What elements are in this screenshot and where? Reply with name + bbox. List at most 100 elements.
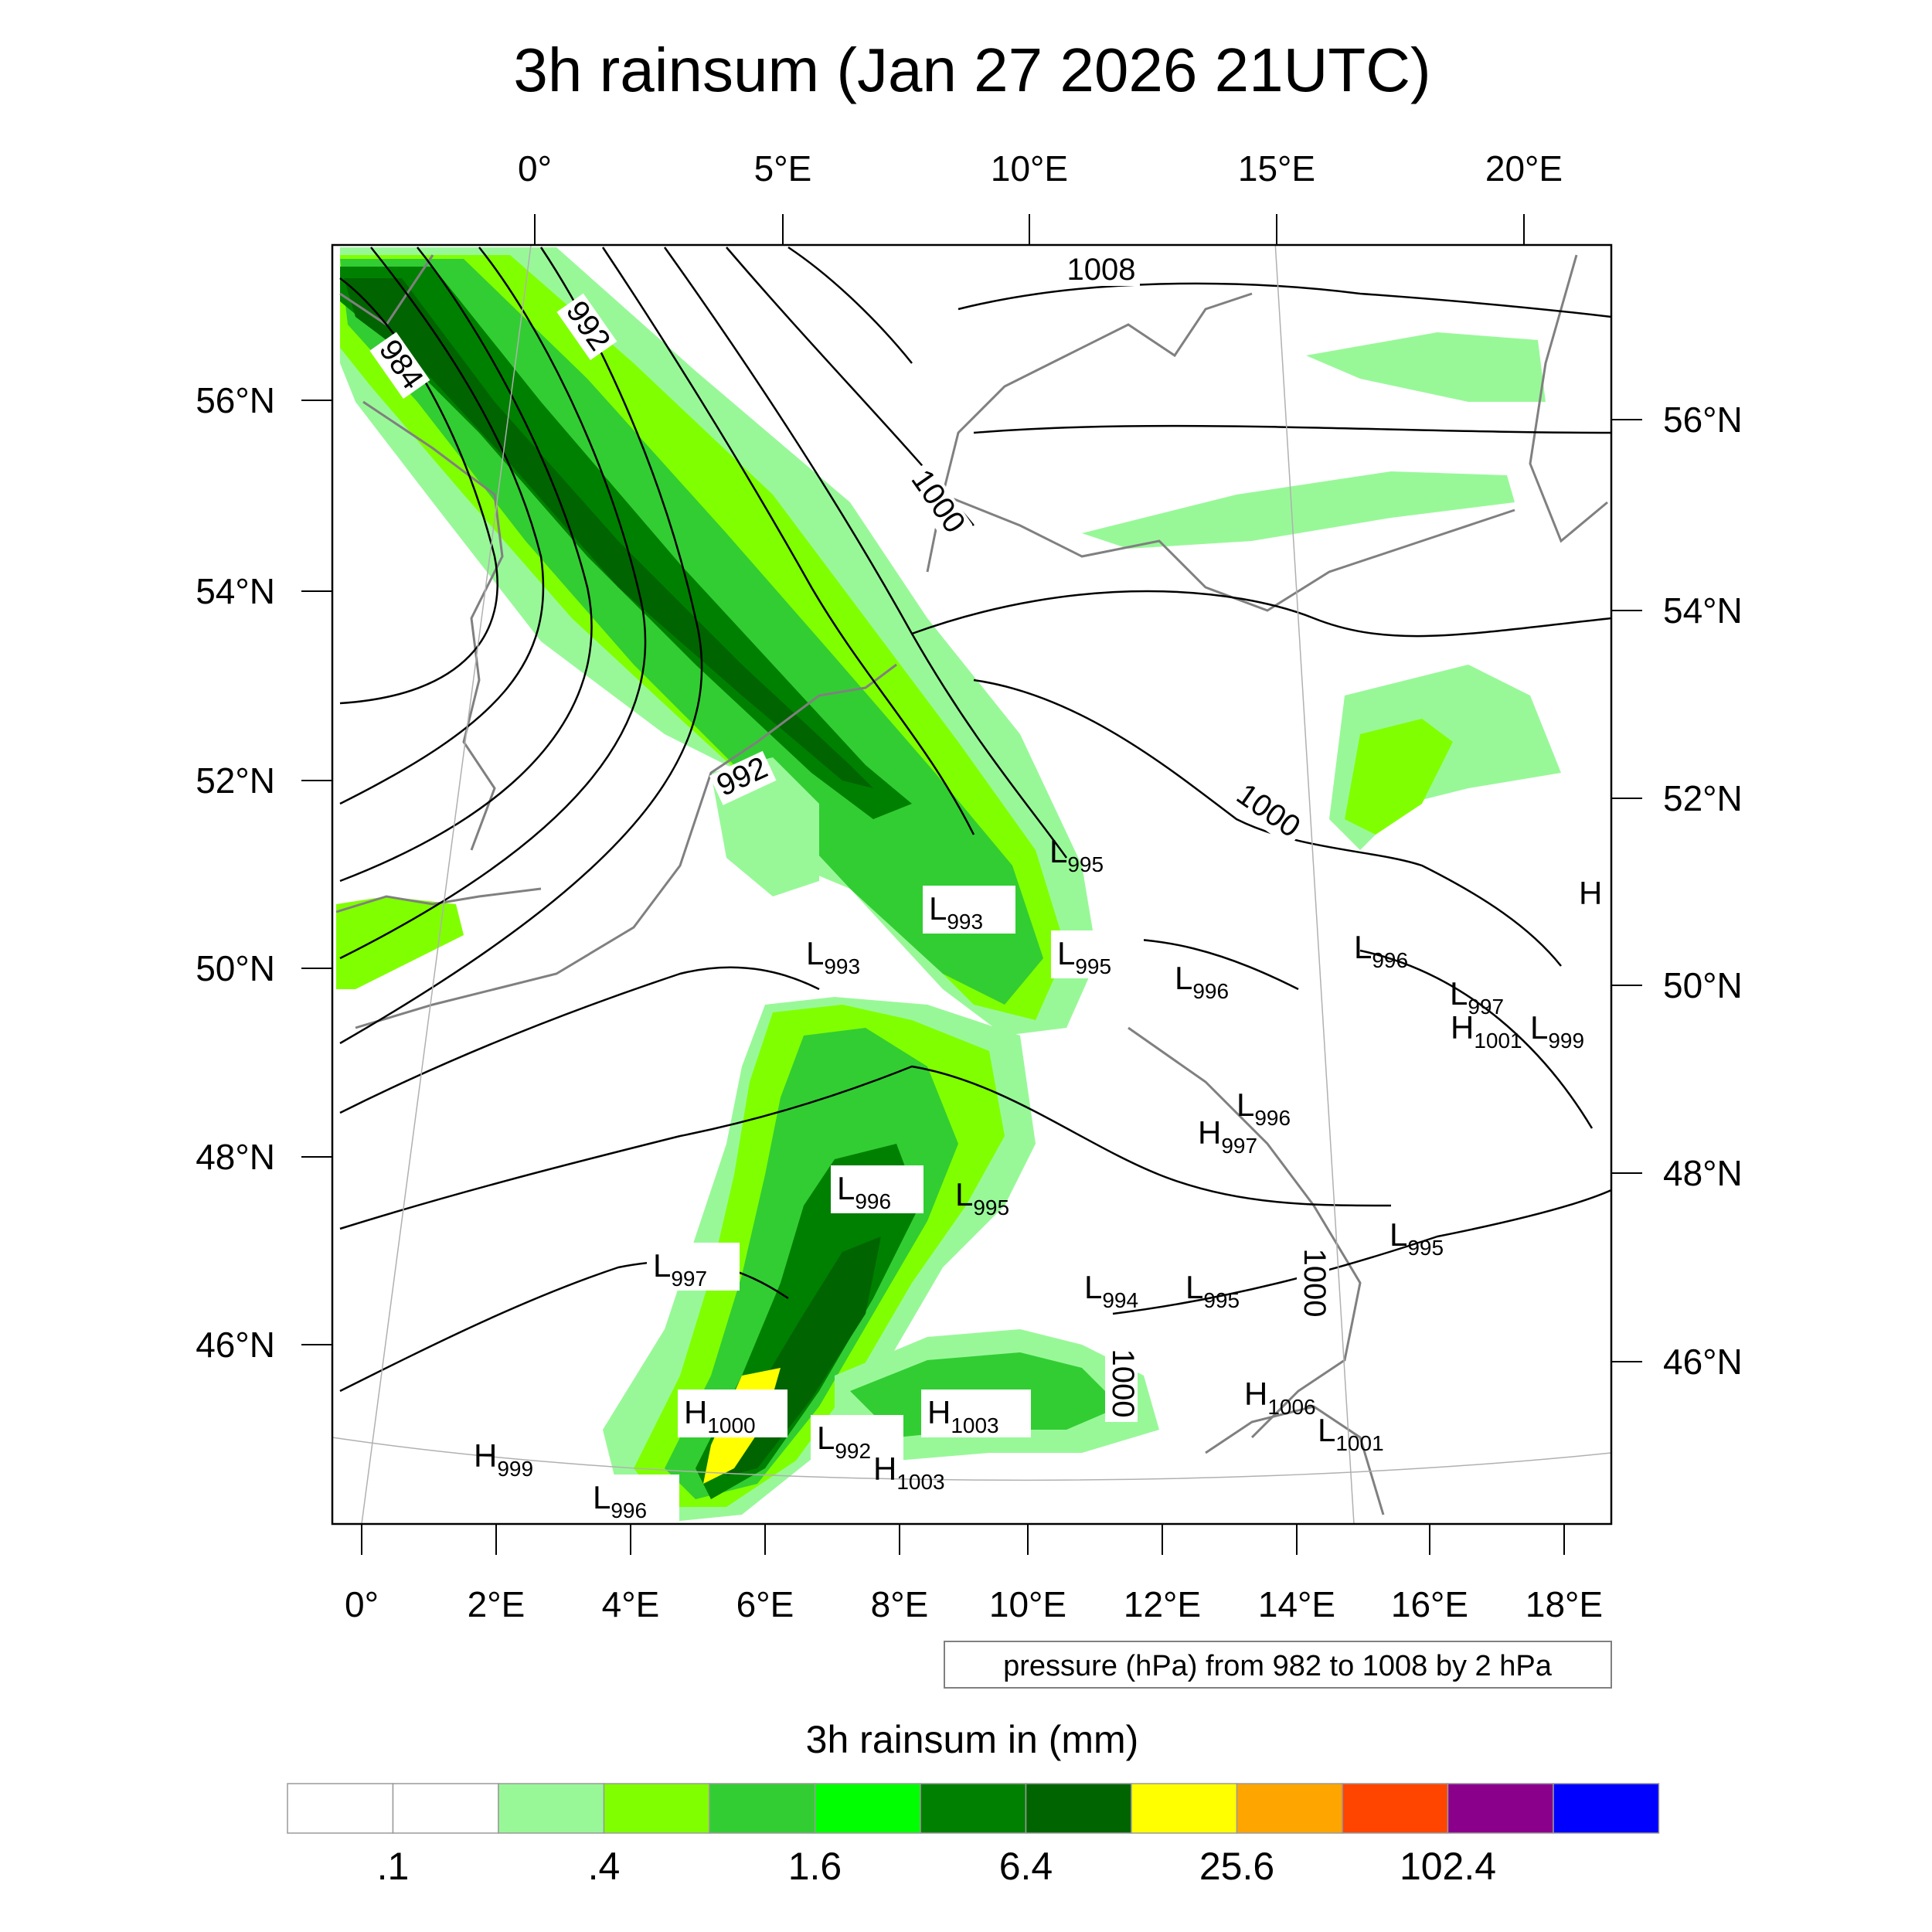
colorbar-box bbox=[1342, 1783, 1449, 1834]
low-pressure-center: L993 bbox=[923, 886, 1015, 934]
left-lat-label: 50°N bbox=[196, 948, 275, 988]
low-pressure-center: L999 bbox=[1530, 1009, 1584, 1053]
colorbar-box bbox=[392, 1783, 499, 1834]
pressure-center-label: H1003 bbox=[927, 1394, 999, 1437]
right-lat-label: 46°N bbox=[1663, 1342, 1743, 1382]
colorbar-box bbox=[1553, 1783, 1660, 1834]
left-lat-label: 48°N bbox=[196, 1137, 275, 1177]
pressure-center-label: L995 bbox=[955, 1176, 1009, 1219]
isobar-label: 1000 bbox=[901, 461, 973, 543]
low-pressure-center: L996 bbox=[831, 1165, 923, 1213]
bottom-lon-label: 8°E bbox=[871, 1584, 929, 1624]
low-pressure-center: L993 bbox=[806, 935, 860, 978]
pressure-center-label: H997 bbox=[1198, 1114, 1257, 1158]
bottom-lon-label: 6°E bbox=[736, 1584, 794, 1624]
rain-band-core bbox=[344, 278, 873, 788]
isobar-label: 1000 bbox=[1105, 1345, 1140, 1422]
high-pressure-center: H1006 bbox=[1244, 1376, 1316, 1419]
pressure-center-label: H999 bbox=[474, 1437, 533, 1481]
top-lon-label: 0° bbox=[518, 148, 552, 189]
bottom-lon-label: 16°E bbox=[1391, 1584, 1468, 1624]
right-lat-label: 56°N bbox=[1663, 400, 1743, 440]
pressure-center-label: L995 bbox=[1057, 935, 1111, 978]
colorbar-box bbox=[287, 1783, 394, 1834]
isobar-label: 1000 bbox=[1226, 776, 1309, 848]
svg-text:1000: 1000 bbox=[1106, 1349, 1140, 1418]
graticule bbox=[332, 245, 1611, 1524]
pressure-center-label: L996 bbox=[837, 1170, 891, 1213]
colorbar-box bbox=[920, 1783, 1027, 1834]
svg-text:1000: 1000 bbox=[1298, 1249, 1332, 1318]
pressure-center-label: L1001 bbox=[1318, 1412, 1384, 1455]
low-pressure-center: L995 bbox=[1051, 930, 1144, 978]
low-pressure-center: L995 bbox=[1049, 833, 1104, 876]
colorbar-tick-label: 6.4 bbox=[999, 1845, 1053, 1888]
map-title: 3h rainsum (Jan 27 2026 21UTC) bbox=[513, 36, 1430, 104]
colorbar: 3h rainsum in (mm) .1 .4 1.6 6.4 25.6 102.4 bbox=[287, 1718, 1660, 1888]
pressure-center-label: L996 bbox=[593, 1479, 647, 1522]
bottom-lon-label: 10°E bbox=[989, 1584, 1066, 1624]
low-pressure-center: L996 bbox=[1236, 1087, 1291, 1130]
top-lon-label: 15°E bbox=[1238, 148, 1315, 189]
left-lat-labels: 56°N 54°N 52°N 50°N 48°N 46°N bbox=[196, 380, 275, 1365]
low-pressure-center: L995 bbox=[1185, 1269, 1240, 1312]
pressure-center-label: L996 bbox=[1354, 929, 1408, 972]
rain-east-sweden bbox=[1306, 332, 1546, 402]
colorbar-box bbox=[1131, 1783, 1238, 1834]
pressure-center-label: L996 bbox=[1175, 960, 1229, 1003]
colorbar-box bbox=[709, 1783, 816, 1834]
high-pressure-center: H1003 bbox=[873, 1451, 945, 1494]
pressure-center-label: H1000 bbox=[684, 1394, 756, 1437]
isobars bbox=[339, 246, 1611, 1393]
pressure-center-label: H bbox=[1579, 875, 1602, 911]
left-lat-label: 56°N bbox=[196, 380, 275, 420]
isobar-label: 1000 bbox=[1297, 1244, 1332, 1321]
pressure-center-label: H1001 bbox=[1451, 1009, 1522, 1053]
pressure-center-label: L993 bbox=[806, 935, 860, 978]
bottom-lon-label: 14°E bbox=[1258, 1584, 1335, 1624]
rain-east-baltic bbox=[1082, 471, 1515, 549]
map-frame bbox=[331, 243, 1613, 1526]
colorbar-title: 3h rainsum in (mm) bbox=[806, 1718, 1139, 1761]
pressure-center-label: L995 bbox=[1389, 1216, 1444, 1260]
pressure-center-label: L993 bbox=[929, 890, 983, 934]
high-pressure-center: H997 bbox=[1198, 1114, 1257, 1158]
colorbar-box bbox=[498, 1783, 605, 1834]
colorbar-box bbox=[1236, 1783, 1343, 1834]
low-pressure-center: L992 bbox=[811, 1415, 903, 1463]
high-pressure-center: H1000 bbox=[678, 1389, 787, 1437]
pressure-center-label: L995 bbox=[1185, 1269, 1240, 1312]
low-pressure-center: L997 bbox=[1450, 975, 1504, 1019]
high-pressure-center: H1001 bbox=[1451, 1009, 1522, 1053]
info-box: pressure (hPa) from 982 to 1008 by 2 hPa bbox=[944, 1641, 1612, 1689]
left-lat-label: 52°N bbox=[196, 760, 275, 801]
right-lat-label: 54°N bbox=[1663, 590, 1743, 631]
pressure-center-label: L995 bbox=[1049, 833, 1104, 876]
colorbar-tick-label: .4 bbox=[588, 1845, 621, 1888]
bottom-lon-label: 18°E bbox=[1526, 1584, 1603, 1624]
colorbar-box bbox=[1025, 1783, 1132, 1834]
low-pressure-center: L997 bbox=[647, 1243, 740, 1291]
low-pressure-center: L1001 bbox=[1318, 1412, 1384, 1455]
left-lat-label: 54°N bbox=[196, 571, 275, 611]
left-lat-label: 46°N bbox=[196, 1325, 275, 1365]
high-pressure-center: H999 bbox=[474, 1437, 533, 1481]
colorbar-tick-label: 102.4 bbox=[1400, 1845, 1496, 1888]
high-pressure-center: H1003 bbox=[921, 1389, 1031, 1437]
bottom-lon-labels: 0° 2°E 4°E 6°E 8°E 10°E 12°E 14°E 16°E 1… bbox=[345, 1584, 1603, 1624]
top-lon-label: 20°E bbox=[1485, 148, 1563, 189]
right-lat-labels: 56°N 54°N 52°N 50°N 48°N 46°N bbox=[1663, 400, 1743, 1382]
pressure-center-label: H1006 bbox=[1244, 1376, 1316, 1419]
pressure-center-label: L997 bbox=[653, 1247, 707, 1291]
colorbar-boxes bbox=[287, 1783, 1660, 1834]
right-lat-label: 52°N bbox=[1663, 778, 1743, 818]
colorbar-box bbox=[603, 1783, 710, 1834]
top-lon-label: 5°E bbox=[754, 148, 812, 189]
right-lat-label: 48°N bbox=[1663, 1153, 1743, 1193]
low-pressure-center: L996 bbox=[1354, 929, 1408, 972]
low-pressure-center: L995 bbox=[955, 1176, 1009, 1219]
top-lon-label: 10°E bbox=[991, 148, 1068, 189]
colorbar-box bbox=[814, 1783, 921, 1834]
bottom-lon-label: 12°E bbox=[1124, 1584, 1201, 1624]
